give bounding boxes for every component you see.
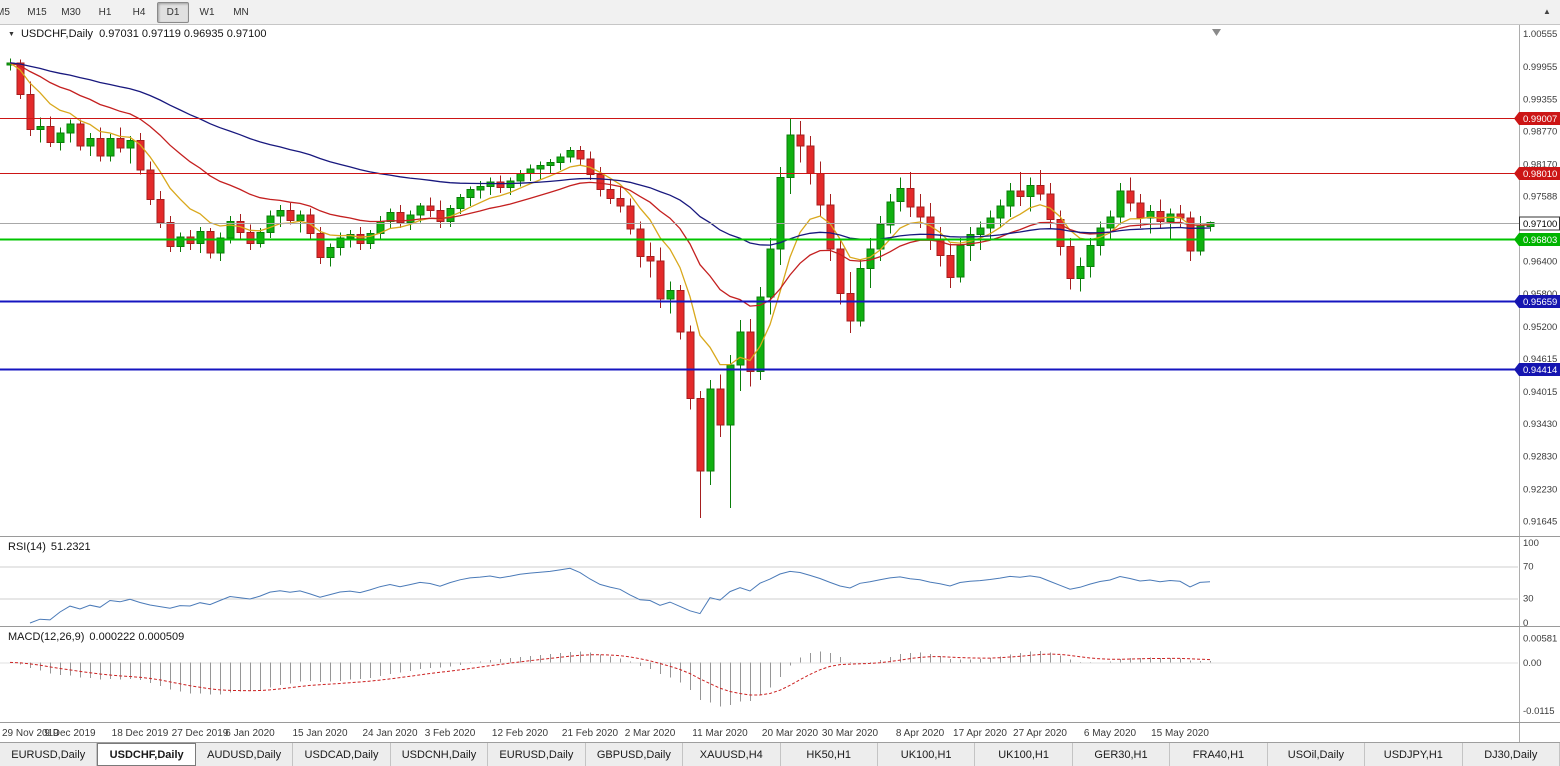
- svg-text:0.95659: 0.95659: [1523, 297, 1557, 308]
- date-label: 21 Feb 2020: [562, 728, 619, 739]
- tab-usdjpy-h1-14[interactable]: USDJPY,H1: [1365, 743, 1463, 766]
- date-label: 15 May 2020: [1151, 728, 1209, 739]
- tab-hk50-h1-8[interactable]: HK50,H1: [780, 743, 878, 766]
- tab-usdcad-daily-3[interactable]: USDCAD,Daily: [293, 743, 391, 766]
- svg-text:0.94414: 0.94414: [1523, 365, 1557, 376]
- macd-signal-line: [9, 653, 1211, 696]
- svg-text:0.99007: 0.99007: [1523, 114, 1557, 125]
- date-label: 2 Mar 2020: [625, 728, 676, 739]
- price-tick-label: 0.97588: [1523, 191, 1557, 202]
- price-tag: 0.94414: [1514, 363, 1560, 376]
- chart-shift-marker-icon: [1212, 29, 1221, 36]
- date-label: 29 Nov 2019: [2, 728, 59, 739]
- tab-eurusd-daily-0[interactable]: EURUSD,Daily: [0, 743, 98, 766]
- svg-text:0.98010: 0.98010: [1523, 169, 1557, 180]
- ma-55-line: [9, 62, 1211, 246]
- tab-xauusd-h4-7[interactable]: XAUUSD,H4: [683, 743, 781, 766]
- tab-usdcnh-daily-4[interactable]: USDCNH,Daily: [390, 743, 489, 766]
- price-tick-label: 0.91645: [1523, 517, 1557, 528]
- price-tick-label: 0.94015: [1523, 387, 1557, 398]
- tab-gbpusd-daily-6[interactable]: GBPUSD,Daily: [585, 743, 684, 766]
- price-tick-label: 0.95800: [1523, 289, 1557, 300]
- svg-text:0.97100: 0.97100: [1523, 219, 1557, 230]
- macd-tick-label: 0.00: [1523, 658, 1542, 669]
- tab-uk100-h1-9[interactable]: UK100,H1: [877, 743, 976, 766]
- macd-tick-label: 0.00581: [1523, 634, 1557, 645]
- tab-usdchf-daily-1[interactable]: USDCHF,Daily: [97, 743, 196, 766]
- rsi-tick-label: 100: [1523, 538, 1539, 549]
- date-label: 15 Jan 2020: [292, 728, 347, 739]
- price-tick-label: 0.99955: [1523, 62, 1557, 73]
- price-tick-label: 0.98170: [1523, 160, 1557, 171]
- price-tag: 0.95659: [1514, 295, 1560, 308]
- date-label: 17 Apr 2020: [953, 728, 1007, 739]
- price-tag: 0.98010: [1514, 167, 1560, 180]
- tab-dj30-daily-15[interactable]: DJ30,Daily: [1462, 743, 1560, 766]
- date-label: 24 Jan 2020: [362, 728, 417, 739]
- tab-ger30-h1-11[interactable]: GER30,H1: [1072, 743, 1171, 766]
- date-label: 30 Mar 2020: [822, 728, 879, 739]
- price-tick-label: 0.95200: [1523, 322, 1557, 333]
- scroll-up-icon[interactable]: ▲: [1543, 7, 1551, 16]
- date-label: 20 Mar 2020: [762, 728, 819, 739]
- price-scale[interactable]: 1.00555 0.99955 0.99355 0.98770 0.98170 0.975…: [1519, 25, 1560, 742]
- tab-audusd-daily-2[interactable]: AUDUSD,Daily: [195, 743, 294, 766]
- price-tick-label: 0.96400: [1523, 256, 1557, 267]
- date-label: 8 Apr 2020: [896, 728, 945, 739]
- rsi-tick-label: 70: [1523, 561, 1534, 572]
- price-tick-label: 0.94615: [1523, 354, 1557, 365]
- rsi-tick-label: 0: [1523, 618, 1528, 629]
- rsi-tick-label: 30: [1523, 594, 1534, 605]
- date-label: 11 Mar 2020: [692, 728, 748, 739]
- timeframe-button-m30[interactable]: M30: [61, 6, 81, 18]
- macd-tick-label: -0.0115: [1523, 706, 1555, 717]
- timeframe-button-h1[interactable]: H1: [98, 6, 112, 18]
- date-label: 18 Dec 2019: [112, 728, 169, 739]
- timeframe-button-h4[interactable]: H4: [132, 6, 146, 18]
- price-tick-label: 0.92830: [1523, 452, 1557, 463]
- timeframe-buttons: M5 M15 M30 H1 H4 D1 W1 MN: [0, 1, 257, 23]
- chart-area[interactable]: 1.00555 0.99955 0.99355 0.98770 0.98170 0.975…: [0, 25, 1560, 742]
- svg-text:0.96803: 0.96803: [1523, 235, 1557, 246]
- date-label: 6 May 2020: [1084, 728, 1137, 739]
- date-label: 9 Dec 2019: [44, 728, 96, 739]
- timeframe-button-mn[interactable]: MN: [233, 6, 249, 18]
- price-tag: 0.96803: [1514, 233, 1560, 246]
- price-tag: 0.99007: [1514, 112, 1560, 125]
- tab-usoil-daily-13[interactable]: USOil,Daily: [1267, 743, 1366, 766]
- date-label: 3 Feb 2020: [425, 728, 476, 739]
- date-label: 12 Feb 2020: [492, 728, 549, 739]
- ma-8-line: [9, 62, 1211, 366]
- price-tick-label: 1.00555: [1523, 29, 1557, 40]
- price-tick-label: 0.99355: [1523, 95, 1557, 106]
- price-tick-label: 0.98770: [1523, 127, 1557, 138]
- price-tick-label: 0.92230: [1523, 485, 1557, 496]
- price-tick-label: 0.93430: [1523, 419, 1557, 430]
- timeframe-button-d1[interactable]: D1: [157, 1, 189, 23]
- date-label: 27 Dec 2019: [172, 728, 229, 739]
- timeframe-button-m15[interactable]: M15: [27, 6, 47, 18]
- tab-fra40-h1-12[interactable]: FRA40,H1: [1170, 743, 1268, 766]
- timeframe-toolbar: M5 M15 M30 H1 H4 D1 W1 MN ▲: [0, 0, 1560, 25]
- rsi-line: [29, 567, 1211, 624]
- chart-tabs: EURUSD,Daily USDCHF,Daily AUDUSD,Daily USDC…: [0, 742, 1560, 766]
- timeframe-button-m5[interactable]: M5: [0, 6, 10, 18]
- price-chart-svg[interactable]: 1.00555 0.99955 0.99355 0.98770 0.98170 0.975…: [0, 25, 1560, 742]
- price-tag: 0.97100: [1519, 216, 1560, 231]
- date-label: 6 Jan 2020: [225, 728, 275, 739]
- timeframe-button-w1[interactable]: W1: [199, 6, 215, 18]
- tab-uk100-h1-10[interactable]: UK100,H1: [975, 743, 1073, 766]
- tab-eurusd-daily-5[interactable]: EURUSD,Daily: [488, 743, 586, 766]
- date-label: 27 Apr 2020: [1013, 728, 1067, 739]
